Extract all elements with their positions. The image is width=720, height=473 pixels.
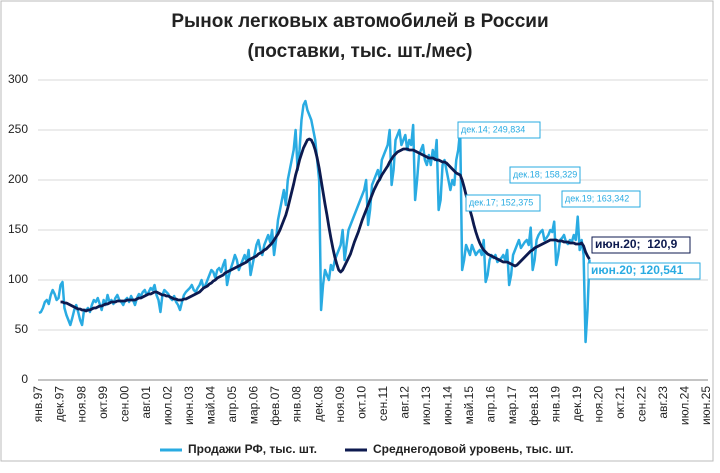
frame: [0, 0, 714, 462]
x-tick-label: июл.24: [678, 386, 692, 425]
annotation: дек.14; 249,834: [461, 124, 525, 134]
x-tick-label: июл.13: [419, 386, 433, 425]
series-line: [38, 99, 591, 344]
y-tick-label: 50: [15, 322, 29, 336]
annotation: дек.18; 158,329: [513, 169, 577, 179]
annotation-box: [587, 262, 701, 280]
x-tick-label: фев.18: [527, 386, 541, 426]
x-tick-label: авг.01: [139, 386, 153, 419]
annotation-box: [591, 236, 691, 254]
annotation: июн.20; 120,541: [591, 263, 684, 277]
x-tick-label: июн.03: [182, 386, 196, 425]
x-tick-label: авг.23: [656, 386, 670, 419]
x-tick-label: сен.22: [635, 386, 649, 422]
x-tick-label: май.15: [462, 386, 476, 425]
x-tick-label: окт.21: [613, 386, 627, 419]
x-tick-label: апр.16: [484, 386, 498, 423]
x-tick-label: сен.11: [376, 386, 390, 421]
legend-label: Продажи РФ, тыс. шт.: [188, 442, 317, 456]
x-tick-label: июн.14: [441, 386, 455, 425]
x-tick-label: окт.10: [354, 386, 368, 419]
chart-subtitle: (поставки, тыс. шт./мес): [248, 41, 473, 62]
x-tick-label: янв.08: [290, 386, 304, 423]
annotation: дек.17; 152,375: [469, 197, 533, 207]
y-tick-label: 250: [8, 122, 28, 136]
y-tick-label: 150: [8, 222, 28, 236]
y-tick-label: 300: [8, 72, 28, 86]
y-tick-label: 100: [8, 272, 28, 286]
y-tick-label: 200: [8, 172, 28, 186]
y-tick-label: 0: [21, 372, 28, 386]
x-tick-label: дек.19: [570, 386, 584, 422]
x-tick-label: май.04: [204, 386, 218, 425]
annotation-box: [457, 121, 541, 139]
x-tick-label: ноя.09: [333, 386, 347, 423]
x-tick-label: апр.05: [225, 386, 239, 423]
x-tick-label: мар.17: [505, 386, 519, 425]
legend-label: Среднегодовой уровень, тыс. шт.: [373, 442, 573, 456]
x-tick-label: авг.12: [397, 386, 411, 419]
x-tick-label: ноя.20: [591, 386, 605, 423]
x-tick-label: янв.19: [548, 386, 562, 423]
x-tick-label: окт.99: [96, 386, 110, 419]
x-tick-label: фев.07: [268, 386, 282, 426]
annotation-box: [465, 194, 541, 212]
x-tick-label: янв.97: [31, 386, 45, 423]
annotation-box: [561, 190, 641, 208]
annotation: июн.20; 120,9: [595, 237, 678, 251]
x-tick-label: июн.25: [699, 386, 713, 425]
x-tick-label: ноя.98: [74, 386, 88, 423]
x-tick-label: мар.06: [247, 386, 261, 425]
annotation-box: [509, 166, 581, 184]
x-tick-label: дек.08: [311, 386, 325, 422]
chart-title: Рынок легковых автомобилей в России: [171, 11, 548, 32]
series-line: [60, 137, 591, 313]
annotation: дек.19; 163,342: [565, 193, 629, 203]
x-tick-label: сен.00: [117, 386, 131, 422]
x-tick-label: июл.02: [160, 386, 174, 425]
x-tick-label: дек.97: [53, 386, 67, 422]
